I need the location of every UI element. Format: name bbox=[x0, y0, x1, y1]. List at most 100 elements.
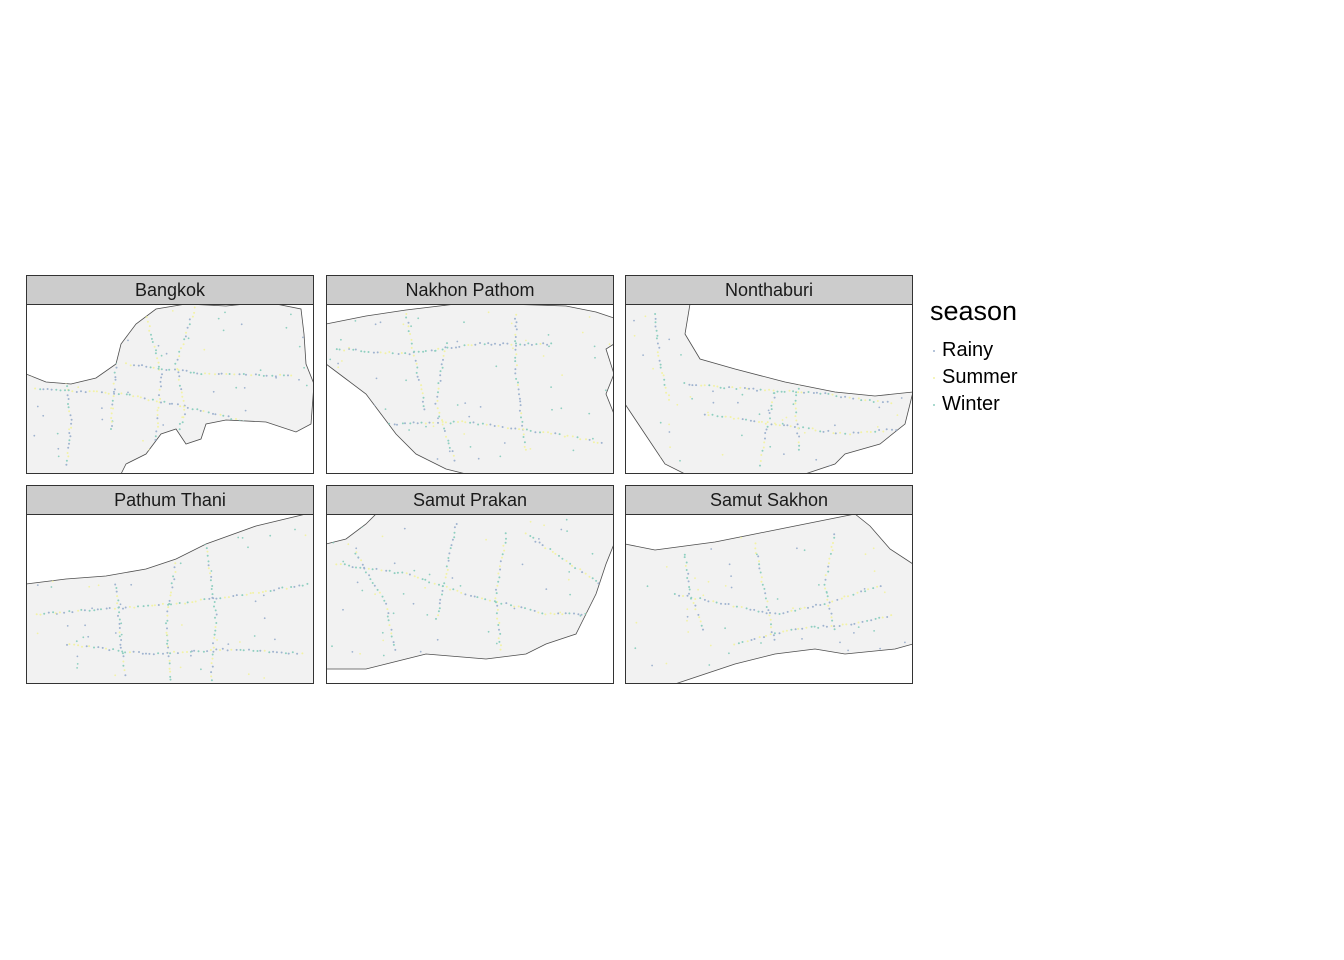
observation-point bbox=[437, 347, 440, 350]
observation-point bbox=[337, 366, 340, 369]
observation-point bbox=[148, 329, 151, 332]
observation-point bbox=[51, 580, 54, 583]
observation-point bbox=[577, 613, 580, 616]
observation-point bbox=[790, 628, 793, 631]
observation-points bbox=[329, 311, 611, 462]
observation-point bbox=[77, 386, 80, 389]
observation-point bbox=[216, 639, 219, 641]
observation-point bbox=[120, 622, 123, 625]
observation-point bbox=[514, 427, 517, 430]
observation-point bbox=[122, 522, 125, 525]
observation-point bbox=[796, 423, 799, 426]
observation-point bbox=[392, 641, 395, 644]
observation-point bbox=[187, 337, 190, 340]
observation-point bbox=[515, 377, 518, 380]
observation-point bbox=[450, 544, 453, 547]
observation-point bbox=[823, 583, 826, 586]
observation-point bbox=[343, 563, 346, 566]
observation-point bbox=[773, 396, 776, 399]
observation-point bbox=[166, 639, 169, 642]
observation-point bbox=[801, 638, 803, 640]
observation-point bbox=[160, 401, 162, 404]
observation-point bbox=[120, 392, 123, 395]
observation-point bbox=[257, 591, 260, 594]
observation-point bbox=[359, 566, 362, 569]
observation-point bbox=[376, 588, 379, 591]
observation-point bbox=[703, 598, 706, 601]
observation-point bbox=[384, 352, 387, 355]
observation-point bbox=[721, 453, 724, 456]
observation-point bbox=[655, 337, 658, 340]
observation-point bbox=[213, 601, 216, 603]
observation-point bbox=[93, 609, 96, 612]
observation-point bbox=[265, 374, 268, 377]
observation-point bbox=[720, 602, 722, 605]
observation-point bbox=[857, 431, 860, 434]
observation-point bbox=[728, 652, 730, 655]
observation-point bbox=[219, 597, 222, 600]
facet-pathum-thani: Pathum Thani bbox=[26, 485, 314, 695]
observation-point bbox=[792, 403, 795, 406]
observation-point bbox=[298, 345, 301, 348]
observation-point bbox=[117, 649, 120, 652]
observation-point bbox=[67, 446, 70, 449]
observation-point bbox=[83, 609, 86, 612]
observation-point bbox=[514, 336, 517, 338]
observation-point bbox=[793, 426, 796, 428]
observation-point bbox=[212, 412, 214, 415]
observation-point bbox=[827, 562, 830, 565]
observation-point bbox=[483, 343, 486, 346]
observation-point bbox=[688, 383, 691, 386]
observation-point bbox=[776, 390, 779, 393]
observation-point bbox=[699, 620, 702, 623]
observation-point bbox=[840, 396, 842, 399]
observation-point bbox=[668, 431, 671, 433]
observation-point bbox=[435, 617, 437, 620]
observation-point bbox=[651, 664, 653, 667]
observation-point bbox=[484, 598, 487, 601]
observation-point bbox=[845, 623, 848, 626]
observation-point bbox=[769, 417, 771, 420]
observation-point bbox=[513, 607, 516, 610]
observation-point bbox=[119, 646, 122, 649]
observation-point bbox=[544, 613, 547, 616]
observation-point bbox=[387, 619, 390, 622]
observation-point bbox=[424, 422, 427, 425]
panel-frame bbox=[26, 304, 314, 474]
observation-point bbox=[214, 616, 216, 619]
observation-point bbox=[375, 377, 378, 380]
observation-point bbox=[290, 444, 293, 446]
observation-point bbox=[521, 424, 524, 427]
observation-point bbox=[857, 621, 860, 624]
observation-point bbox=[871, 521, 874, 524]
observation-point bbox=[592, 441, 595, 444]
observation-point bbox=[254, 425, 257, 428]
observation-point bbox=[724, 627, 726, 630]
observation-point bbox=[177, 378, 180, 381]
observation-point bbox=[746, 640, 749, 643]
observation-point bbox=[169, 446, 171, 449]
observation-point bbox=[479, 406, 482, 408]
observation-point bbox=[88, 390, 91, 393]
observation-point bbox=[764, 389, 766, 392]
observation-point bbox=[510, 343, 513, 346]
observation-point bbox=[874, 617, 877, 620]
observation-point bbox=[110, 412, 113, 415]
observation-point bbox=[67, 403, 69, 405]
observation-point bbox=[403, 527, 406, 530]
observation-point bbox=[232, 595, 235, 597]
observation-point bbox=[235, 386, 238, 389]
observation-point bbox=[721, 415, 724, 418]
observation-point bbox=[142, 439, 144, 442]
observation-point bbox=[682, 595, 684, 597]
observation-point bbox=[515, 328, 518, 331]
observation-point bbox=[34, 349, 36, 352]
observation-point bbox=[409, 333, 412, 335]
observation-point bbox=[473, 595, 476, 598]
observation-point bbox=[506, 427, 509, 430]
observation-point bbox=[879, 647, 881, 650]
observation-point bbox=[686, 577, 689, 579]
observation-point bbox=[110, 420, 113, 423]
observation-point bbox=[449, 422, 452, 425]
observation-point bbox=[523, 445, 526, 448]
